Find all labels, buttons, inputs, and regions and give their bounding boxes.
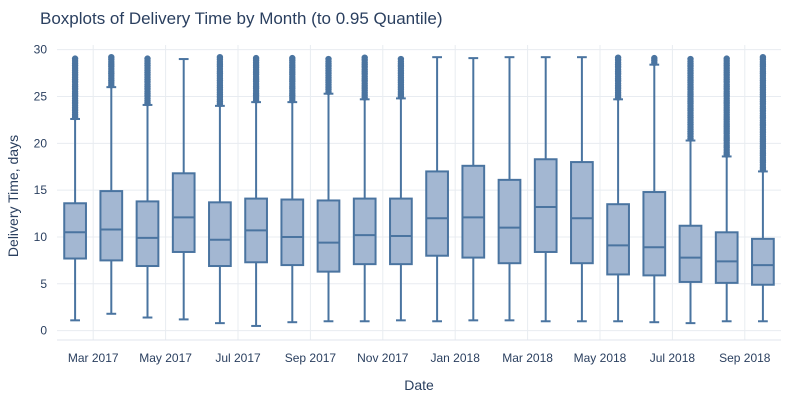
y-axis-title: Delivery Time, days	[5, 135, 21, 257]
outlier-point	[614, 54, 622, 61]
iqr-box	[751, 237, 775, 286]
box-2017-05	[171, 58, 196, 321]
outlier-point	[71, 55, 79, 62]
chart-title: Boxplots of Delivery Time by Month (to 0…	[40, 9, 443, 28]
x-axis-title: Date	[404, 377, 434, 393]
x-tick-label: Mar 2018	[502, 351, 553, 365]
y-tick-label: 15	[34, 183, 48, 197]
x-tick-label: Jan 2018	[431, 351, 481, 365]
outlier-point	[325, 55, 332, 63]
box-2018-03	[533, 56, 558, 323]
iqr-box	[533, 158, 558, 253]
iqr-box	[678, 224, 703, 283]
y-tick-label: 0	[40, 324, 47, 338]
boxes	[63, 53, 775, 327]
box-2018-02	[497, 56, 522, 322]
y-tick-label: 10	[34, 230, 48, 244]
outlier-point	[759, 53, 767, 61]
box-2018-08	[714, 55, 739, 323]
iqr-box	[570, 161, 594, 265]
box-2018-01	[461, 57, 486, 322]
iqr-box	[497, 178, 522, 265]
iqr-box	[99, 190, 124, 262]
x-tick-label: Jul 2017	[215, 351, 261, 365]
outlier-point	[651, 54, 658, 62]
x-tick-label: Jul 2018	[650, 351, 696, 365]
x-tick-label: May 2017	[139, 351, 192, 365]
box-2018-06	[642, 54, 667, 324]
x-tick-label: Mar 2017	[68, 351, 119, 365]
box-2018-05	[606, 54, 630, 323]
y-tick-label: 5	[40, 277, 47, 291]
y-tick-label: 20	[34, 136, 48, 150]
iqr-box	[352, 197, 377, 266]
box-2017-03	[99, 53, 124, 315]
iqr-box	[63, 202, 87, 260]
box-2017-12	[425, 56, 449, 323]
outlier-point	[397, 55, 405, 63]
iqr-box	[425, 170, 449, 257]
x-tick-label: May 2018	[574, 351, 627, 365]
outlier-point	[687, 55, 694, 63]
outlier-point	[108, 53, 115, 61]
x-tick-label: Sep 2017	[285, 351, 337, 365]
x-tick-labels: Mar 2017 May 2017 Jul 2017 Sep 2017 Nov 2017…	[68, 351, 771, 365]
box-2018-04	[570, 56, 594, 323]
outlier-point	[361, 54, 368, 61]
iqr-box	[280, 198, 305, 267]
iqr-box	[642, 191, 667, 277]
iqr-box	[135, 200, 160, 268]
box-2017-09	[316, 55, 341, 323]
box-2017-07	[244, 54, 268, 327]
iqr-box	[461, 164, 486, 259]
outlier-point	[144, 55, 151, 62]
iqr-box	[316, 199, 341, 273]
iqr-box	[714, 231, 739, 284]
iqr-box	[389, 197, 413, 266]
box-2017-11	[389, 55, 413, 322]
y-tick-label: 25	[34, 90, 48, 104]
iqr-box	[606, 203, 630, 276]
box-2017-02	[63, 55, 87, 322]
outlier-point	[289, 54, 296, 62]
box-2017-10	[352, 54, 377, 323]
y-tick-labels: 0 5 10 15 20 25 30	[34, 43, 48, 338]
box-2017-08	[280, 54, 305, 324]
x-tick-label: Nov 2017	[357, 351, 409, 365]
outlier-point	[252, 54, 260, 62]
box-2018-09	[751, 53, 775, 323]
outlier-point	[723, 55, 730, 62]
box-2017-04	[135, 55, 160, 319]
y-tick-label: 30	[34, 43, 48, 57]
x-tick-label: Sep 2018	[719, 351, 771, 365]
grid-lines	[57, 45, 781, 341]
box-2017-06	[208, 53, 232, 325]
box-2018-07	[678, 55, 703, 325]
outlier-point	[216, 53, 224, 61]
iqr-box	[171, 172, 196, 253]
iqr-box	[208, 201, 232, 268]
